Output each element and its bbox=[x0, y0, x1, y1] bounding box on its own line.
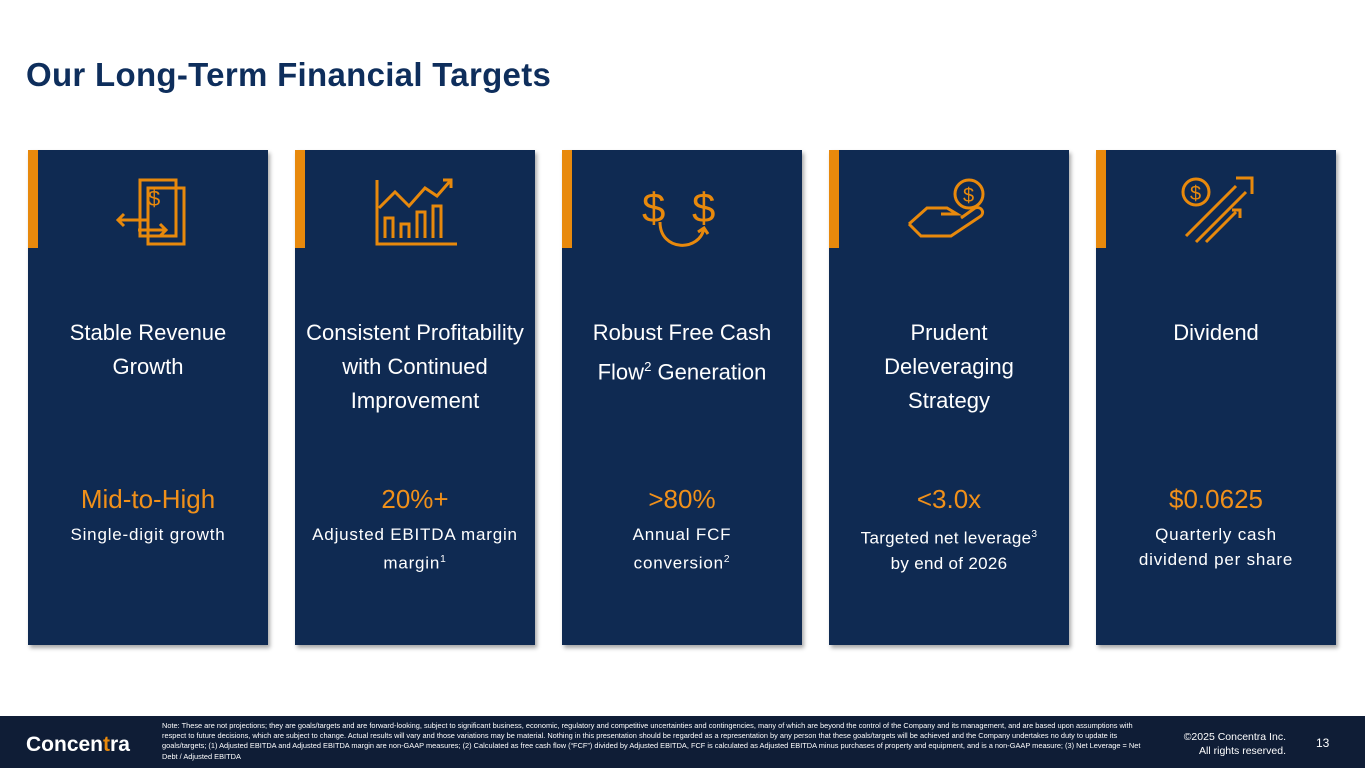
card-dividend: $ Dividend $0.0625 Quarterly cash divide… bbox=[1096, 150, 1336, 645]
card-value: $0.0625 bbox=[1169, 484, 1263, 514]
svg-text:$: $ bbox=[1190, 183, 1201, 205]
cash-flow-icon: $ $ bbox=[642, 184, 715, 247]
revenue-documents-icon: $ bbox=[115, 178, 186, 246]
card-heading: Stable Revenue Growth bbox=[69, 320, 227, 379]
svg-text:$: $ bbox=[642, 184, 665, 231]
footer: Concentra Note: These are not projection… bbox=[0, 716, 1365, 768]
disclaimer-note: Note: These are not projections; they ar… bbox=[162, 721, 1141, 761]
card-value: <3.0x bbox=[916, 484, 982, 514]
card-profitability: Consistent Profitability with Continued … bbox=[295, 150, 535, 645]
card-description: Single-digit growth bbox=[70, 525, 226, 544]
card-value: Mid-to-High bbox=[80, 484, 216, 514]
card-heading: Robust Free Cash Flow2 Generation bbox=[592, 320, 772, 385]
card-accent bbox=[28, 150, 38, 248]
copyright: ©2025 Concentra Inc. All rights reserved. bbox=[1183, 731, 1286, 757]
card-description: Adjusted EBITDA margin margin1 bbox=[312, 525, 518, 573]
card-accent bbox=[1096, 150, 1106, 248]
card-accent bbox=[562, 150, 572, 248]
svg-text:$: $ bbox=[148, 186, 160, 211]
card-description: Annual FCF conversion2 bbox=[632, 525, 732, 573]
svg-text:$: $ bbox=[692, 184, 715, 231]
card-heading: Prudent Deleveraging Strategy bbox=[884, 320, 1014, 413]
growth-chart-icon bbox=[375, 178, 457, 246]
hand-coin-icon: $ bbox=[907, 178, 985, 238]
card-value: 20%+ bbox=[381, 484, 449, 514]
card-description: Quarterly cash dividend per share bbox=[1138, 525, 1294, 569]
dividend-arrow-icon: $ bbox=[1181, 176, 1254, 244]
card-deleveraging: $ Prudent Deleveraging Strategy <3.0x Ta… bbox=[829, 150, 1069, 645]
page-number: 13 bbox=[1316, 736, 1330, 750]
card-heading: Dividend bbox=[1173, 320, 1259, 345]
card-value: >80% bbox=[648, 484, 716, 514]
page-title: Our Long-Term Financial Targets bbox=[26, 56, 552, 93]
card-revenue-growth: $ Stable Revenue Growth Mid-to-High Sing… bbox=[28, 150, 268, 645]
card-description: Targeted net leverage3 by end of 2026 bbox=[860, 528, 1038, 573]
card-free-cash-flow: $ $ Robust Free Cash Flow2 Generation >8… bbox=[562, 150, 802, 645]
card-accent bbox=[295, 150, 305, 248]
card-accent bbox=[829, 150, 839, 248]
card-heading: Consistent Profitability with Continued … bbox=[306, 320, 524, 413]
svg-text:$: $ bbox=[963, 185, 974, 207]
concentra-logo: Concentra bbox=[26, 733, 130, 756]
